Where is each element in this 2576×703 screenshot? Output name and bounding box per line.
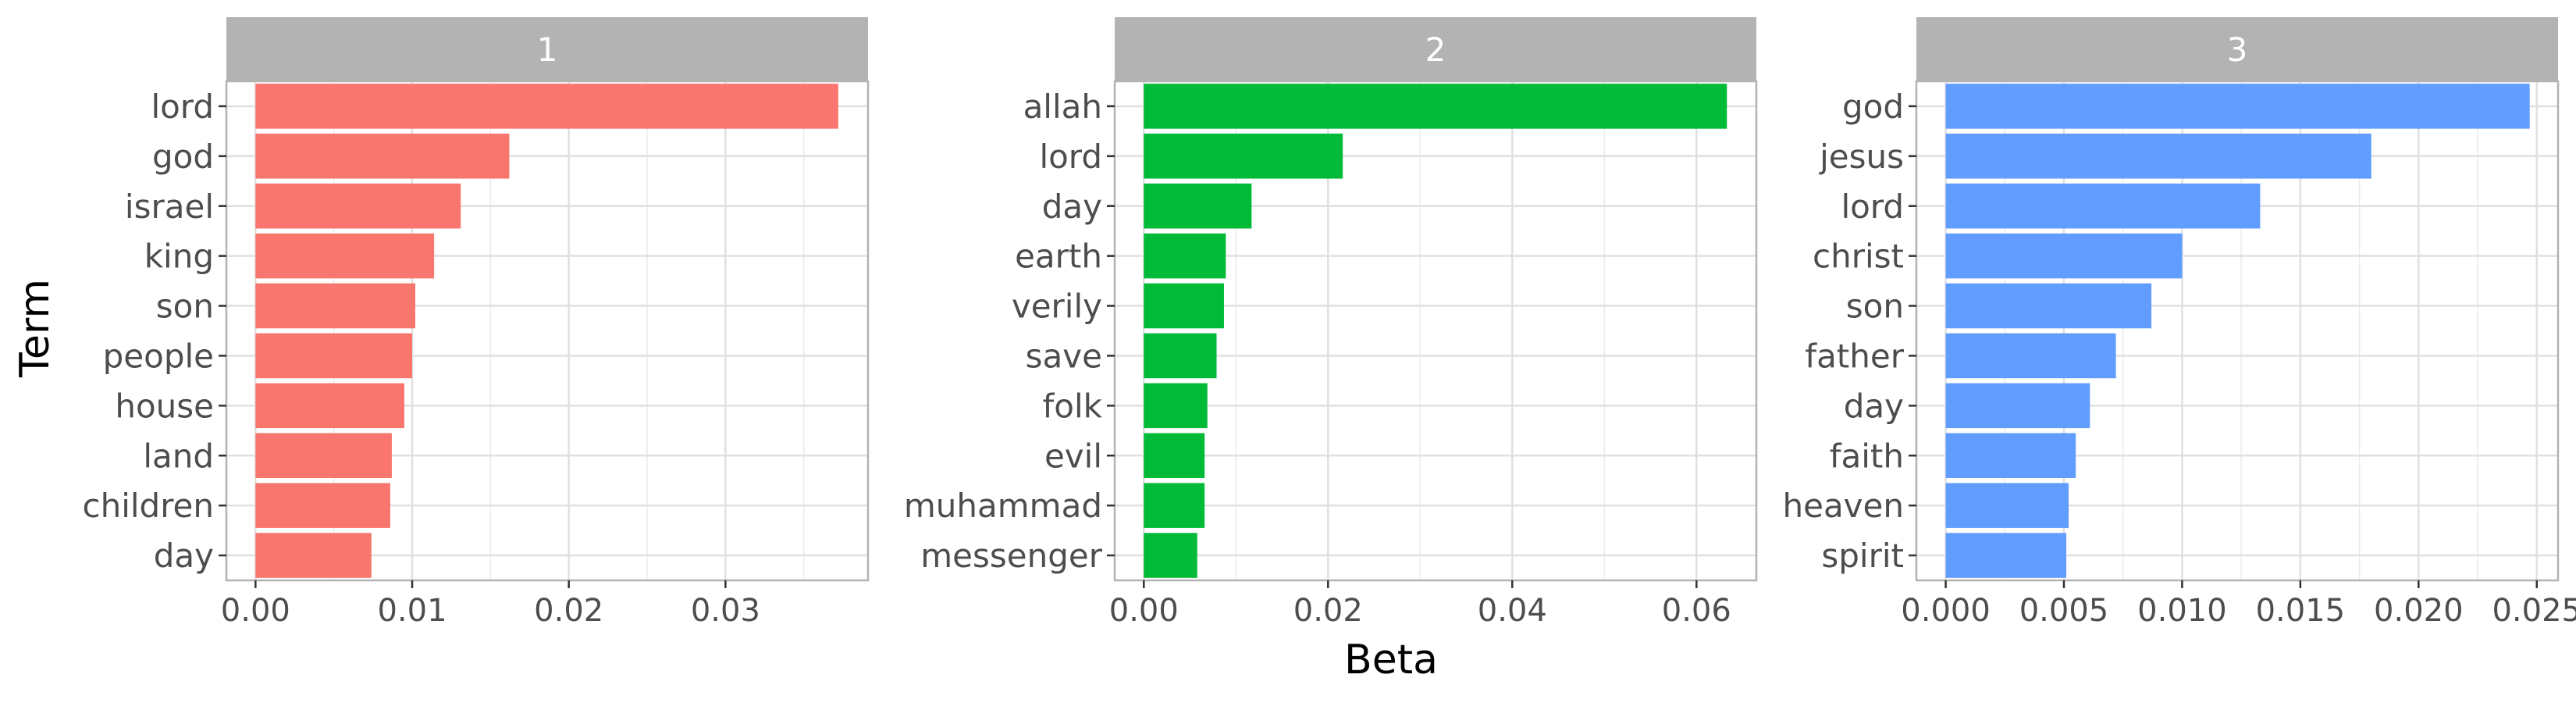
y-tick-label: god — [152, 137, 214, 176]
y-tick-label: people — [103, 337, 214, 375]
facet-strip — [226, 17, 868, 81]
bar — [255, 533, 372, 578]
y-tick-label: lord — [151, 87, 214, 126]
facet-strip-label: 3 — [2227, 30, 2248, 69]
bar — [1144, 283, 1224, 329]
y-tick-label: father — [1805, 337, 1904, 375]
y-tick-label: day — [1042, 187, 1102, 226]
y-tick-label: muhammad — [904, 487, 1102, 525]
y-tick-label: christ — [1813, 237, 1904, 276]
bar — [255, 483, 390, 528]
bar — [1945, 383, 2090, 429]
bar — [1945, 533, 2067, 578]
bar — [1945, 84, 2530, 129]
y-tick-label: day — [154, 537, 214, 575]
y-tick-label: god — [1842, 87, 1904, 126]
x-tick-label: 0.020 — [2374, 593, 2464, 629]
y-tick-label: king — [144, 237, 214, 276]
bar — [1945, 433, 2076, 479]
y-tick-label: land — [143, 437, 214, 475]
facet-strip-label: 1 — [537, 30, 558, 69]
bar — [1144, 333, 1217, 379]
x-tick-label: 0.06 — [1662, 593, 1731, 629]
x-tick-label: 0.015 — [2256, 593, 2346, 629]
bar — [1144, 183, 1252, 229]
x-tick-label: 0.02 — [534, 593, 603, 629]
bar — [255, 433, 392, 479]
x-tick-label: 0.03 — [691, 593, 760, 629]
y-tick-label: allah — [1023, 87, 1102, 126]
x-tick-label: 0.00 — [221, 593, 290, 629]
x-tick-label: 0.010 — [2137, 593, 2227, 629]
x-tick-label: 0.00 — [1109, 593, 1179, 629]
bar — [255, 283, 416, 329]
y-tick-label: verily — [1012, 287, 1102, 326]
y-tick-label: earth — [1015, 237, 1102, 276]
bar — [1945, 283, 2152, 329]
y-tick-label: folk — [1043, 387, 1103, 425]
bar — [255, 233, 435, 279]
bar — [1144, 483, 1205, 528]
bar — [1945, 233, 2183, 279]
bar — [255, 134, 510, 179]
y-axis-title: Term — [12, 279, 59, 378]
facet-panel: 2 allah lord day earth verily save folk evil muha… — [904, 17, 1758, 629]
x-tick-label: 0.04 — [1478, 593, 1547, 629]
facet-panel: 1 lord god israel king son people house land chil… — [82, 17, 870, 629]
x-axis-title: Beta — [1344, 637, 1438, 683]
bar — [1144, 383, 1208, 429]
y-tick-label: israel — [125, 187, 214, 226]
y-tick-label: children — [82, 487, 214, 525]
bar — [255, 383, 404, 429]
facet-panel: 3 god jesus lord christ son father day faith heav… — [1782, 17, 2576, 629]
bar — [255, 84, 838, 129]
x-tick-label: 0.000 — [1901, 593, 1991, 629]
bar — [1945, 183, 2261, 229]
bar — [255, 333, 413, 379]
bar — [1144, 84, 1727, 129]
bar — [1945, 483, 2069, 528]
y-tick-label: jesus — [1819, 137, 1904, 176]
x-tick-label: 0.005 — [2019, 593, 2109, 629]
y-tick-label: faith — [1830, 437, 1904, 475]
bar — [1945, 134, 2371, 179]
y-tick-label: house — [115, 387, 214, 425]
bar — [1144, 533, 1197, 578]
x-tick-label: 0.02 — [1293, 593, 1363, 629]
y-tick-label: lord — [1039, 137, 1102, 176]
y-tick-label: messenger — [920, 537, 1102, 575]
facet-strip-label: 2 — [1425, 30, 1446, 69]
bar — [1144, 433, 1205, 479]
y-tick-label: lord — [1841, 187, 1904, 226]
y-tick-label: son — [1846, 287, 1904, 326]
facet-panels: 1 lord god israel king son people house land chil… — [82, 17, 2576, 629]
facet-strip — [1916, 17, 2558, 81]
x-tick-label: 0.025 — [2492, 593, 2576, 629]
y-tick-label: spirit — [1821, 537, 1904, 575]
x-tick-label: 0.01 — [377, 593, 447, 629]
bar — [1144, 233, 1226, 279]
y-tick-label: day — [1844, 387, 1904, 425]
facet-strip — [1115, 17, 1756, 81]
y-tick-label: heaven — [1782, 487, 1904, 525]
y-tick-label: save — [1026, 337, 1102, 375]
bar — [1945, 333, 2116, 379]
bar — [255, 183, 461, 229]
bar — [1144, 134, 1343, 179]
y-tick-label: son — [156, 287, 214, 326]
y-tick-label: evil — [1044, 437, 1102, 475]
